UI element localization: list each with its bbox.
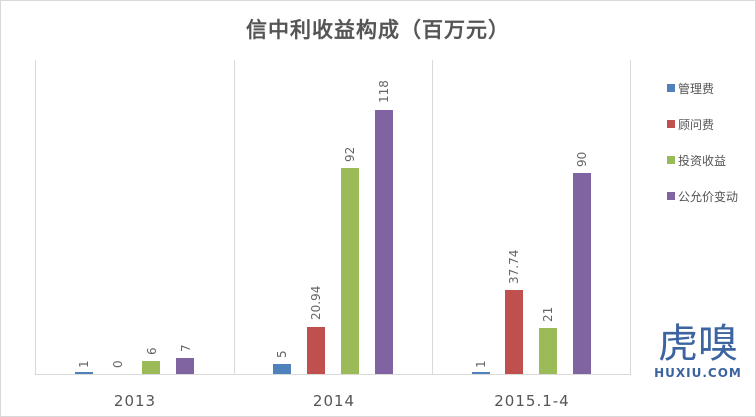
legend-swatch-icon: [667, 156, 675, 164]
legend-item-investment-income: 投资收益: [667, 142, 738, 178]
bar-2015-management-fee: [472, 372, 490, 374]
label-2014-investment-income: 92: [343, 146, 357, 162]
legend-item-advisory-fee: 顾问费: [667, 106, 738, 142]
label-2014-management-fee: 5: [275, 350, 289, 358]
category-divider: [432, 60, 433, 375]
bar-2014-investment-income: [341, 168, 359, 374]
chart-title: 信中利收益构成（百万元）: [246, 18, 510, 42]
legend-label: 公允价变动: [678, 189, 739, 204]
legend-label: 顾问费: [678, 117, 715, 132]
label-2013-fair-value-change: 7: [179, 344, 193, 352]
x-tick-2015: 2015.1-4: [494, 392, 570, 410]
bar-2014-management-fee: [273, 364, 291, 374]
bar-2014-advisory-fee: [307, 327, 325, 374]
label-2013-investment-income: 6: [145, 347, 159, 355]
legend: 管理费 顾问费 投资收益 公允价变动: [667, 70, 738, 214]
label-2013-advisory-fee: 0: [111, 360, 125, 368]
x-tick-2014: 2014: [312, 392, 356, 410]
legend-label: 投资收益: [678, 153, 727, 168]
bar-2015-advisory-fee: [505, 290, 523, 374]
bar-2013-fair-value-change: [176, 358, 194, 374]
label-2015-management-fee: 1: [474, 360, 488, 368]
watermark-cn: 虎嗅: [658, 321, 738, 367]
huxiu-watermark-logo: 虎嗅 HUXIU.COM: [650, 322, 746, 380]
label-2014-advisory-fee: 20.94: [309, 285, 323, 320]
label-2015-fair-value-change: 90: [575, 151, 589, 167]
label-2015-advisory-fee: 37.74: [507, 249, 521, 284]
category-divider: [234, 60, 235, 375]
watermark-en: HUXIU.COM: [654, 366, 742, 380]
category-divider: [630, 60, 631, 375]
legend-label: 管理费: [678, 81, 715, 96]
label-2013-management-fee: 1: [77, 360, 91, 368]
category-divider: [35, 60, 36, 375]
bar-2015-fair-value-change: [573, 173, 591, 374]
legend-swatch-icon: [667, 84, 675, 92]
bar-2014-fair-value-change: [375, 110, 393, 374]
bar-2015-investment-income: [539, 328, 557, 374]
x-axis-line: [35, 374, 630, 375]
legend-item-fair-value-change: 公允价变动: [667, 178, 738, 214]
legend-swatch-icon: [667, 120, 675, 128]
bar-2013-investment-income: [142, 361, 160, 374]
x-tick-2013: 2013: [113, 392, 157, 410]
label-2015-investment-income: 21: [541, 306, 555, 322]
bar-2013-management-fee: [75, 372, 93, 374]
legend-item-management-fee: 管理费: [667, 70, 738, 106]
legend-swatch-icon: [667, 192, 675, 200]
label-2014-fair-value-change: 118: [377, 80, 391, 103]
